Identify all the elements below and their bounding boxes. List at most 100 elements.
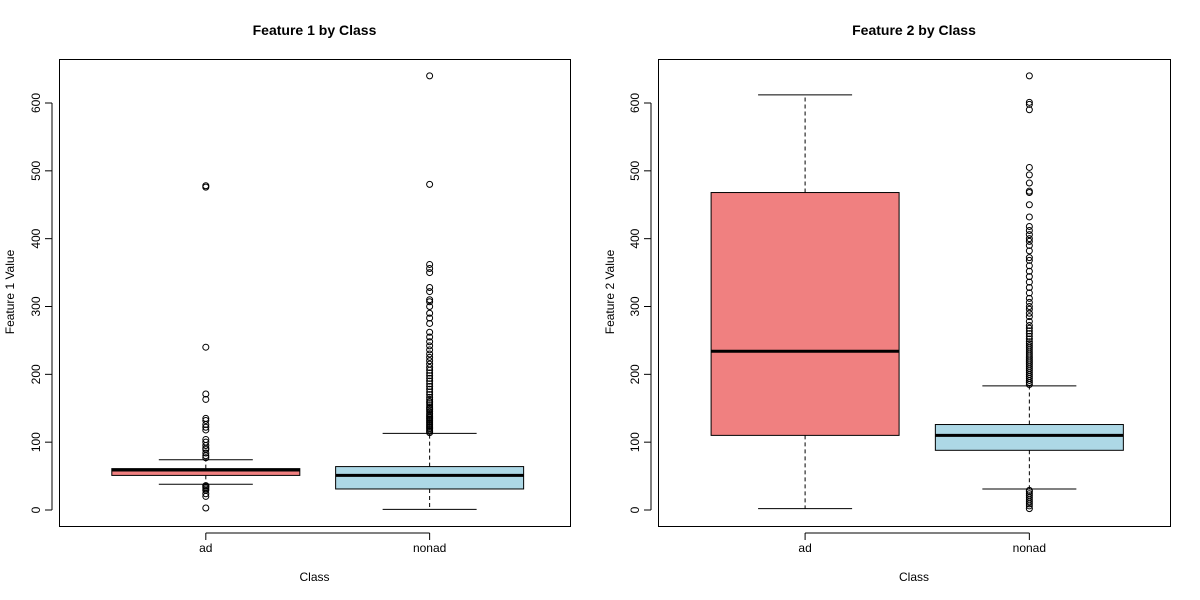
outlier-point — [426, 360, 434, 368]
outlier-point — [202, 504, 210, 512]
outlier-point — [426, 72, 434, 80]
outlier-point — [202, 482, 210, 490]
outlier-point — [426, 338, 434, 346]
outlier-point — [202, 426, 210, 434]
outlier-point — [426, 298, 434, 306]
outlier-point — [426, 395, 434, 403]
outlier-point — [1025, 305, 1033, 313]
outlier-point — [202, 454, 210, 462]
outlier-point — [1025, 492, 1033, 500]
outlier-point — [1025, 163, 1033, 171]
y-tick-label: 100 — [628, 432, 642, 452]
outlier-point — [1025, 321, 1033, 329]
outlier-point — [202, 416, 210, 424]
chart-title: Feature 1 by Class — [253, 22, 377, 38]
outlier-point — [1025, 171, 1033, 179]
outlier-point — [202, 395, 210, 403]
outlier-point — [426, 391, 434, 399]
outlier-point — [1025, 324, 1033, 332]
outlier-point — [202, 438, 210, 446]
outlier-point — [426, 333, 434, 341]
feature-2-panel: Feature 2 by Class Class Feature 2 Value… — [603, 22, 1171, 584]
outlier-point — [426, 374, 434, 382]
x-tick-label: nonad — [413, 541, 446, 555]
outlier-point — [426, 303, 434, 310]
outlier-point — [1025, 278, 1033, 286]
y-tick-label: 600 — [29, 93, 43, 113]
y-tick-label: 200 — [29, 364, 43, 384]
box-nonad — [335, 72, 525, 510]
outlier-point — [1025, 313, 1033, 321]
box-ad — [710, 94, 900, 510]
outlier-point — [202, 182, 210, 190]
outlier-point — [1025, 235, 1033, 243]
outlier-point — [426, 350, 434, 358]
outlier-point — [1025, 486, 1033, 494]
outlier-point — [426, 369, 434, 377]
outlier-point — [426, 357, 434, 365]
outlier-point — [426, 410, 434, 418]
outlier-point — [1025, 256, 1033, 264]
outlier-point — [426, 364, 434, 372]
outlier-point — [1025, 227, 1033, 235]
outlier-point — [426, 260, 434, 268]
outlier-point — [426, 284, 434, 292]
x-tick-label: ad — [798, 541, 811, 555]
outlier-point — [1025, 201, 1033, 209]
y-tick-label: 400 — [628, 228, 642, 248]
y-tick-label: 600 — [628, 93, 642, 113]
outlier-point — [1025, 327, 1033, 335]
outlier-point — [1025, 342, 1033, 350]
outlier-point — [1025, 317, 1033, 325]
outlier-point — [202, 423, 210, 431]
plot-frame — [658, 59, 1171, 527]
outlier-point — [426, 353, 434, 361]
outlier-point — [1025, 505, 1033, 513]
outlier-point — [426, 380, 434, 388]
outlier-point — [426, 403, 434, 411]
y-tick-label: 100 — [29, 432, 43, 452]
outlier-point — [1025, 289, 1033, 297]
outlier-point — [1025, 332, 1033, 340]
outlier-point — [202, 435, 210, 443]
outlier-point — [1025, 490, 1033, 498]
box-ad — [111, 182, 301, 512]
outlier-point — [202, 343, 210, 351]
outlier-point — [202, 390, 210, 398]
y-axis-label: Feature 2 Value — [603, 249, 617, 334]
outlier-point — [426, 372, 434, 380]
outlier-point — [1025, 294, 1033, 302]
outlier-point — [1025, 254, 1033, 262]
x-axis-label: Class — [899, 570, 929, 584]
box-nonad — [934, 72, 1124, 513]
outlier-point — [1025, 187, 1033, 195]
outlier-point — [426, 180, 434, 188]
iqr-box — [710, 192, 900, 436]
x-axis-label: Class — [299, 570, 329, 584]
y-tick-label: 500 — [628, 161, 642, 181]
outlier-point — [1025, 284, 1033, 292]
y-tick-label: 300 — [628, 296, 642, 316]
outlier-point — [1025, 72, 1033, 80]
outlier-point — [1025, 231, 1033, 239]
plot-frame — [59, 59, 571, 527]
outlier-point — [426, 383, 434, 391]
outlier-point — [202, 414, 210, 422]
outlier-point — [1025, 298, 1033, 306]
outlier-point — [426, 269, 434, 277]
x-tick-label: nonad — [1013, 541, 1046, 555]
outlier-point — [1025, 335, 1033, 343]
y-axis-label: Feature 1 Value — [3, 249, 17, 334]
outlier-point — [426, 397, 434, 405]
outlier-point — [426, 393, 434, 401]
outlier-point — [426, 377, 434, 385]
outlier-point — [426, 296, 434, 304]
outlier-point — [1025, 273, 1033, 281]
outlier-point — [1025, 267, 1033, 275]
outlier-point — [1025, 241, 1033, 249]
y-tick-label: 400 — [29, 228, 43, 248]
y-tick-label: 200 — [628, 364, 642, 384]
outlier-point — [1025, 330, 1033, 338]
